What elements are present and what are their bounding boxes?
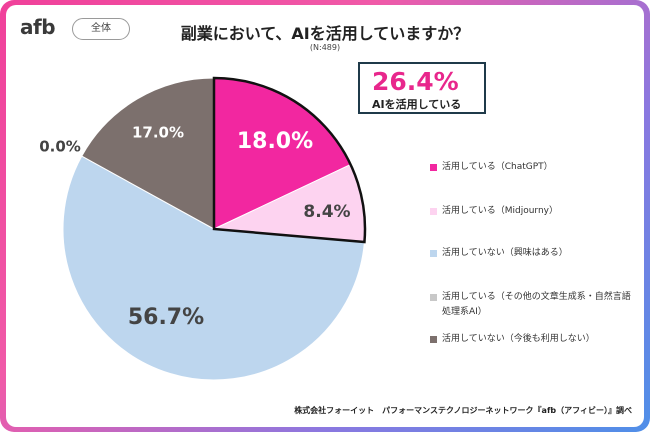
source-note: 株式会社フォーイット パフォーマンステクノロジーネットワーク『afb（アフィビー… [294, 406, 632, 415]
sample-size: (N:489) [309, 43, 341, 52]
slice-label-1: 8.4% [303, 202, 350, 222]
pie-slice-4 [81, 77, 215, 230]
afb-logo: afb [20, 15, 56, 39]
legend-label-4: 活用していない（今後も利用しない） [442, 334, 595, 344]
slice-label-4: 17.0% [132, 124, 184, 142]
callout-value: 26.4% [372, 67, 459, 96]
pie-slice-2 [62, 155, 365, 381]
segment-tag: 全体 [72, 18, 130, 40]
chart-title: 副業において、AIを活用していますか？ [180, 24, 470, 43]
legend-label-0: 活用している（ChatGPT） [442, 162, 553, 172]
legend-label-2: 活用していない（興味はある） [442, 248, 568, 258]
legend-swatch-2 [430, 250, 437, 257]
slice-label-3: 0.0% [39, 138, 81, 156]
logo-text: afb [20, 15, 56, 39]
legend-swatch-1 [430, 208, 437, 215]
legend-swatch-0 [430, 164, 437, 171]
legend-swatch-3 [430, 294, 437, 301]
legend-label-3: 活用している（その他の文章生成系・自然言語処理系AI） [442, 292, 631, 317]
highlight-outline [212, 76, 367, 244]
callout-label: AIを活用している [372, 98, 462, 111]
legend-label-1: 活用している（Midjourny） [442, 206, 558, 216]
slice-label-2: 56.7% [128, 305, 204, 330]
legend-swatch-4 [430, 336, 437, 343]
slice-label-0: 18.0% [237, 129, 313, 154]
ai-usage-callout: 26.4% AIを活用している [358, 62, 486, 114]
